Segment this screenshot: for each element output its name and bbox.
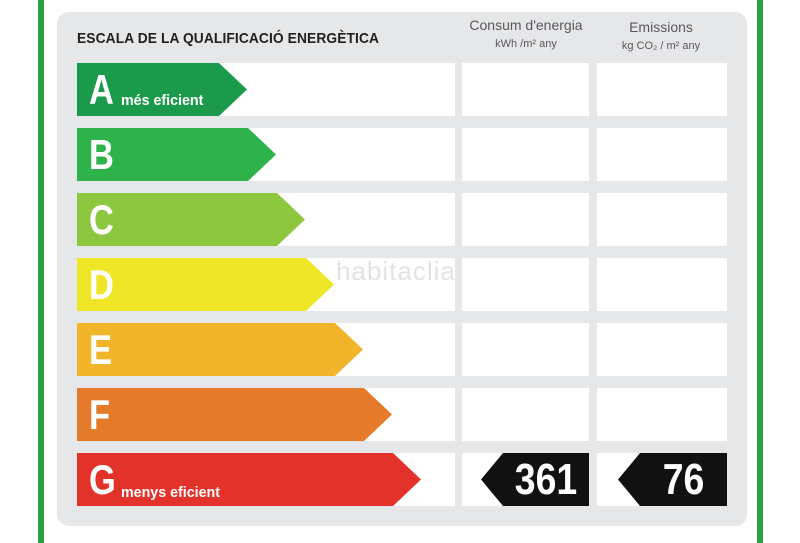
consum-cell-d [462,258,589,311]
class-arrow-c [77,193,305,246]
class-letter-d: D [89,261,114,308]
class-letter-g: G [89,456,116,503]
class-arrow-a [77,63,247,116]
class-letter-c: C [89,196,114,243]
consum-rating-tag: 361 [481,453,589,506]
emissions-cell-d [597,258,727,311]
emissions-cell-c [597,193,727,246]
consum-cell-b [462,128,589,181]
consum-cell-a [462,63,589,116]
emissions-cell-f [597,388,727,441]
consum-cell-c [462,193,589,246]
class-arrow-e [77,323,363,376]
consum-unit-text: kWh /m² any [495,38,557,50]
consum-column-header: Consum d'energia kWh /m² any [462,17,590,51]
class-letter-f: F [89,391,111,438]
emissions-rating-value: 76 [662,455,705,504]
consum-header-text: Consum d'energia [469,17,583,33]
consum-cell-f [462,388,589,441]
class-arrow-b [77,128,276,181]
class-arrow-d [77,258,334,311]
class-letter-b: B [89,131,114,178]
class-arrow-g [77,453,421,506]
consum-cell-e [462,323,589,376]
emissions-cell-b [597,128,727,181]
emissions-column-header: Emissions kg CO₂ / m² any [597,19,725,53]
emissions-cell-e [597,323,727,376]
emissions-rating-tag: 76 [618,453,727,506]
emissions-cell-a [597,63,727,116]
class-note-g: menys eficient [121,484,221,501]
class-arrow-f [77,388,392,441]
frame-border-right [757,0,763,543]
class-letter-a: A [89,66,114,113]
emissions-unit-text: kg CO₂ / m² any [621,40,701,52]
watermark-logo: habitaclia [336,256,456,286]
label-title: ESCALA DE LA QUALIFICACIÓ ENERGÈTICA [77,30,380,47]
emissions-header-text: Emissions [629,19,693,35]
consum-rating-value: 361 [514,455,578,504]
class-letter-e: E [89,326,112,373]
frame-border-left [38,0,44,543]
class-note-a: més eficient [121,92,204,109]
